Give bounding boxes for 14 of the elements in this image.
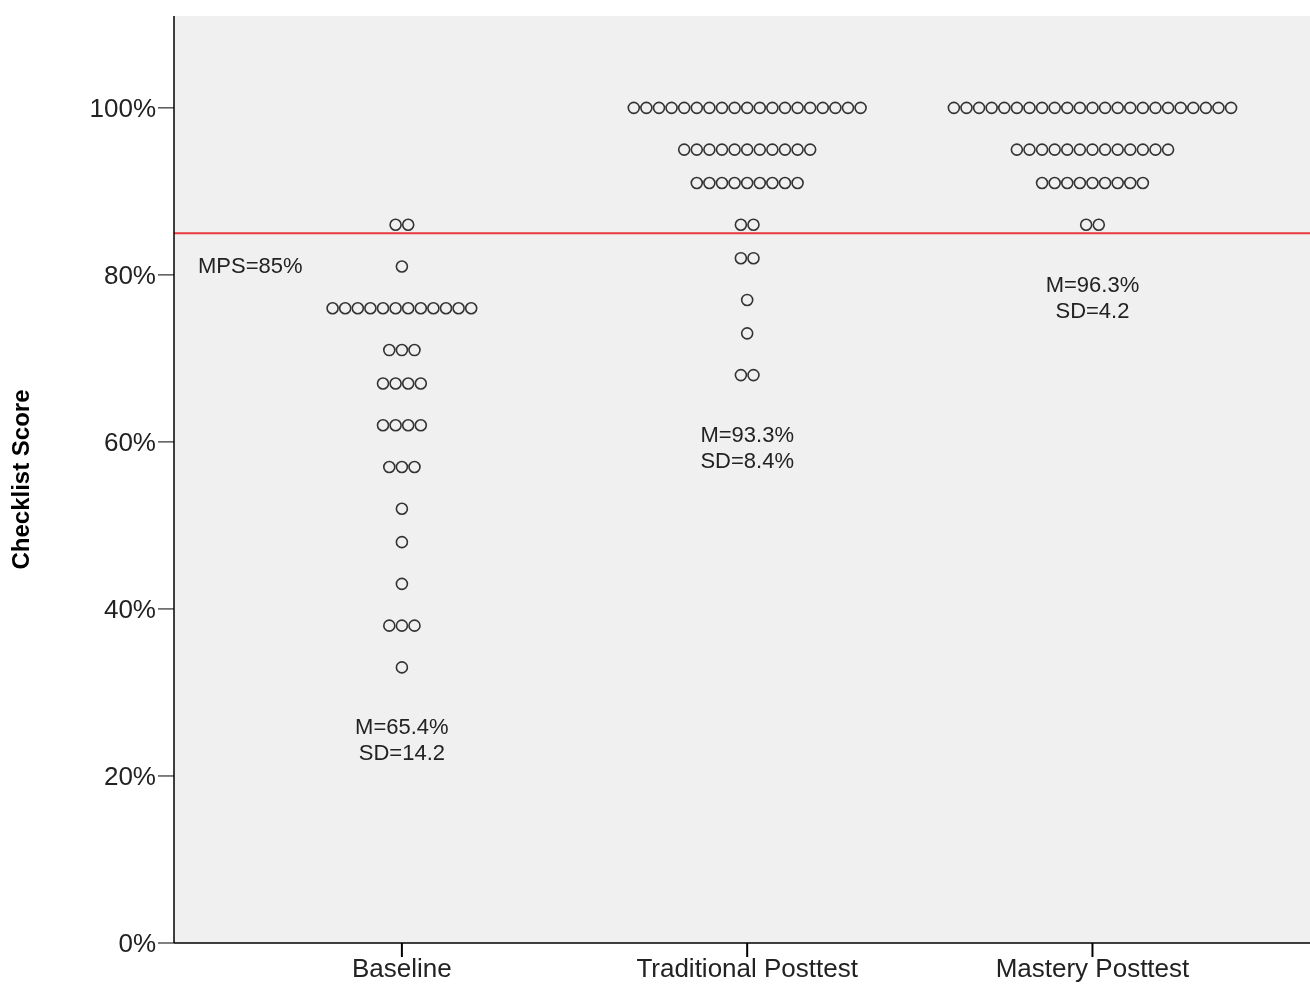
x-tick-label: Traditional Posttest bbox=[636, 953, 859, 984]
y-tick-label: 0% bbox=[118, 928, 156, 959]
annotation: M=65.4% SD=14.2 bbox=[355, 714, 449, 766]
x-tick-label: Mastery Posttest bbox=[995, 953, 1191, 984]
y-tick-label: 40% bbox=[103, 594, 156, 625]
y-tick-label: 100% bbox=[89, 93, 156, 124]
y-tick-label: 20% bbox=[103, 761, 156, 792]
y-axis-title: Checklist Score bbox=[6, 389, 34, 570]
x-tick-label: Baseline bbox=[352, 953, 452, 984]
y-tick-label: 80% bbox=[103, 260, 156, 291]
annotation: M=96.3% SD=4.2 bbox=[1045, 271, 1140, 323]
y-tick-label: 60% bbox=[103, 427, 156, 458]
ref-line-label: MPS=85% bbox=[198, 252, 303, 278]
annotation: M=93.3% SD=8.4% bbox=[700, 421, 794, 473]
